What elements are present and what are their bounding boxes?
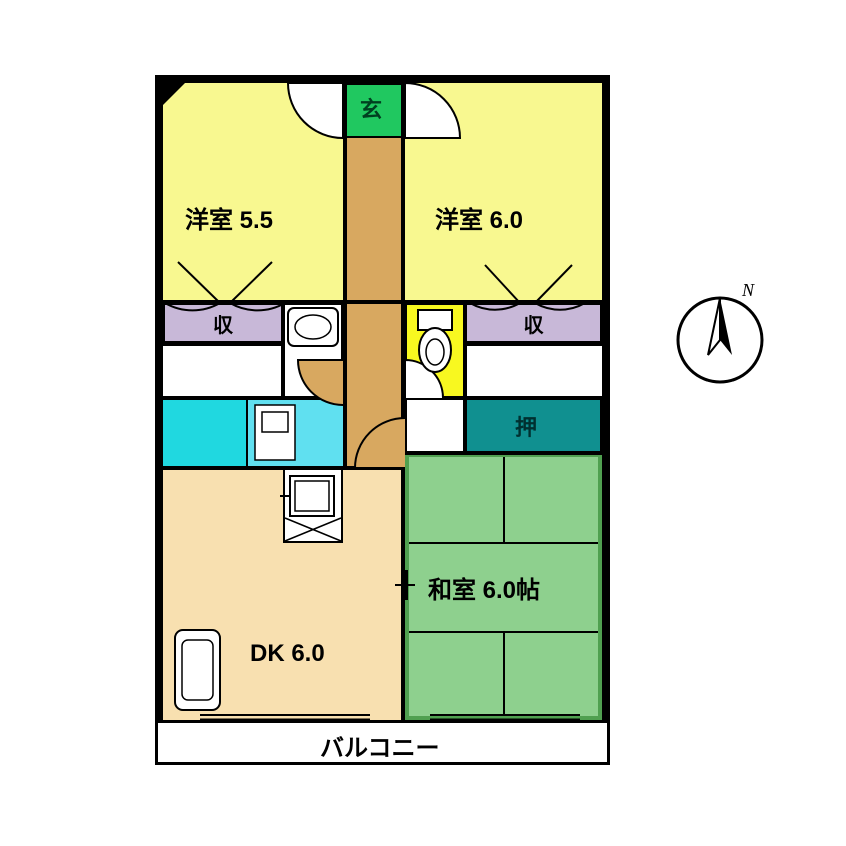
label-western-right: 洋室 6.0	[435, 200, 523, 235]
label-balcony: バルコニー	[320, 728, 440, 763]
doors-overlay	[0, 0, 846, 846]
compass-icon: N	[670, 280, 770, 400]
svg-text:N: N	[741, 280, 755, 300]
label-oshiire: 押	[515, 410, 537, 442]
label-entrance: 玄	[360, 92, 382, 124]
label-washitsu: 和室 6.0帖	[428, 570, 540, 605]
floorplan-canvas: 収 収	[0, 0, 846, 846]
label-western-left: 洋室 5.5	[185, 200, 273, 235]
label-dk: DK 6.0	[250, 640, 325, 668]
